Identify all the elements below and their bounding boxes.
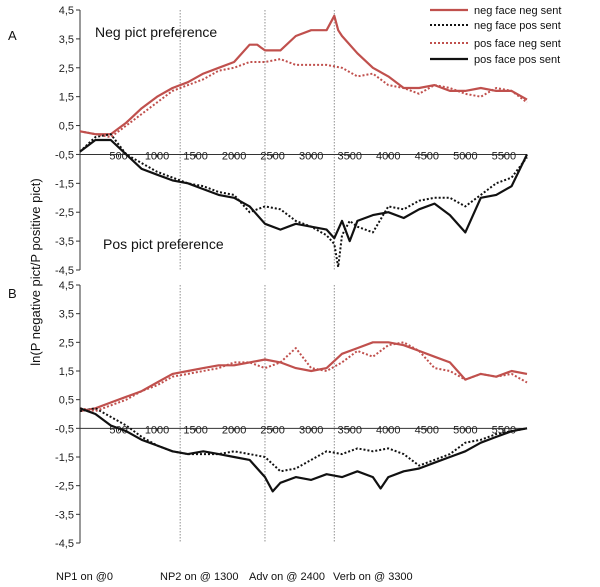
x-tick-label-b-1: 1000 (145, 424, 169, 436)
series-line-a-neg-face-neg-sent (79, 14, 528, 136)
y-tick-label-a-0: 4,5 (59, 5, 74, 17)
y-tick-label-b-6: -1,5 (55, 452, 74, 464)
marker-label-adv: Adv on @ 2400 (249, 571, 325, 583)
y-tick-label-b-9: -4,5 (55, 538, 74, 550)
x-tick-label-a-0: 500 (109, 150, 127, 162)
y-tick-label-b-7: -2,5 (55, 481, 74, 493)
x-tick-label-a-4: 2500 (260, 150, 284, 162)
y-tick-label-b-4: 0,5 (59, 395, 74, 407)
panel-label-a: A (8, 28, 17, 43)
y-tick-label-a-1: 3,5 (59, 34, 74, 46)
annotation-pos-pict: Pos pict preference (103, 236, 224, 252)
legend: neg face neg sent neg face pos sent pos … (430, 5, 561, 66)
x-tick-label-a-9: 5000 (453, 150, 477, 162)
y-tick-label-b-1: 3,5 (59, 309, 74, 321)
y-tick-label-a-9: -4,5 (55, 265, 74, 277)
y-tick-label-b-2: 2,5 (59, 337, 74, 349)
x-tick-label-b-4: 2500 (260, 424, 284, 436)
y-tick-label-a-6: -1,5 (55, 178, 74, 190)
annotation-neg-pict: Neg pict preference (95, 24, 217, 40)
y-tick-label-a-2: 2,5 (59, 63, 74, 75)
y-tick-label-a-7: -2,5 (55, 207, 74, 219)
series-line-b-pos-face-pos-sent (79, 407, 528, 493)
x-tick-label-a-3: 2000 (222, 150, 246, 162)
panel-label-b: B (8, 286, 17, 301)
x-tick-label-a-8: 4500 (415, 150, 439, 162)
x-tick-label-b-7: 4000 (376, 424, 400, 436)
x-tick-label-b-2: 1500 (183, 424, 207, 436)
y-tick-label-b-5: -0,5 (55, 423, 74, 435)
x-tick-label-a-2: 1500 (183, 150, 207, 162)
marker-label-np1: NP1 on @0 (56, 571, 113, 583)
y-tick-label-a-8: -3,5 (55, 236, 74, 248)
x-tick-label-a-5: 3000 (299, 150, 323, 162)
x-tick-label-b-10: 5500 (492, 424, 516, 436)
x-tick-label-a-7: 4000 (376, 150, 400, 162)
series-line-a-pos-face-pos-sent (79, 138, 528, 243)
x-tick-label-b-6: 3500 (337, 424, 361, 436)
x-tick-label-b-8: 4500 (415, 424, 439, 436)
series-line-b-neg-face-neg-sent (79, 341, 528, 413)
series-line-b-neg-face-pos-sent (79, 407, 528, 473)
series-line-a-pos-face-neg-sent (79, 58, 528, 139)
y-tick-label-b-0: 4,5 (59, 280, 74, 292)
y-tick-label-a-4: 0,5 (59, 121, 74, 133)
x-tick-label-b-3: 2000 (222, 424, 246, 436)
x-tick-label-a-1: 1000 (145, 150, 169, 162)
marker-label-verb: Verb on @ 3300 (333, 571, 413, 583)
x-tick-label-b-9: 5000 (453, 424, 477, 436)
x-tick-label-a-10: 5500 (492, 150, 516, 162)
legend-label-pos-face-neg-sent: pos face neg sent (474, 38, 561, 50)
y-tick-label-a-3: 1,5 (59, 92, 74, 104)
y-tick-label-a-5: -0,5 (55, 149, 74, 161)
y-tick-label-b-3: 1,5 (59, 366, 74, 378)
legend-label-pos-face-pos-sent: pos face pos sent (474, 54, 560, 66)
x-tick-label-b-5: 3000 (299, 424, 323, 436)
panel-a-plot: 4,5 3,5 2,5 1,5 0,5 -0,5 -1,5 -2,5 -3,5 -4,5 500 10… (55, 5, 528, 277)
legend-label-neg-face-neg-sent: neg face neg sent (474, 5, 561, 17)
legend-label-neg-face-pos-sent: neg face pos sent (474, 20, 561, 32)
x-tick-label-a-6: 3500 (337, 150, 361, 162)
marker-label-np2: NP2 on @ 1300 (160, 571, 238, 583)
series-line-b-pos-face-neg-sent (79, 341, 528, 413)
panel-b-plot: 4,53,52,51,50,5-0,5-1,5-2,5-3,5-4,5500 10… (55, 280, 528, 550)
y-axis-label: ln(P negative pict/P positive pict) (28, 178, 43, 365)
y-tick-label-b-8: -3,5 (55, 509, 74, 521)
